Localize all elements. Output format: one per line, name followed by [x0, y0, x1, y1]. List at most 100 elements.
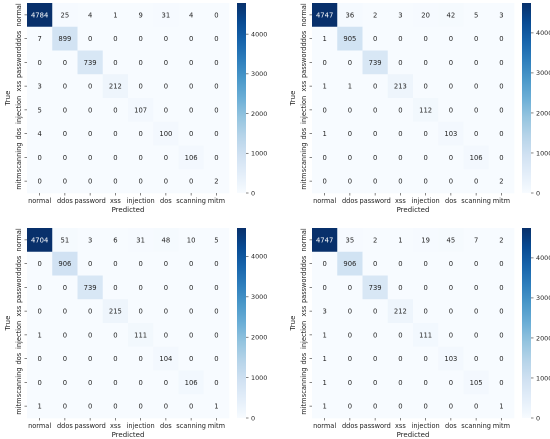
- heatmap-cell: [102, 346, 129, 371]
- heatmap-cell: [337, 370, 363, 395]
- cell-value-label: 0: [499, 260, 503, 268]
- cell-value-label: 0: [423, 35, 427, 43]
- heatmap-cell: [52, 121, 78, 146]
- cell-value-label: 4784: [31, 11, 48, 19]
- heatmap-cell: [178, 275, 205, 300]
- colorbar: [237, 3, 246, 193]
- cell-value-label: 1: [37, 331, 41, 339]
- cell-value-label: 0: [348, 355, 352, 363]
- cell-value-label: 0: [189, 403, 193, 411]
- y-axis-label: True: [4, 316, 12, 332]
- cell-value-label: 20: [421, 11, 430, 19]
- heatmap-cell: [362, 121, 389, 146]
- heatmap-cell: [362, 394, 389, 419]
- cell-value-label: 0: [138, 154, 142, 162]
- cell-value-label: 1: [322, 355, 326, 363]
- heatmap-cell: [413, 145, 439, 170]
- cell-value-label: 2: [499, 178, 503, 186]
- heatmap-cell: [102, 323, 129, 348]
- heatmap-cell: [337, 251, 363, 276]
- cell-value-label: 0: [499, 59, 503, 67]
- heatmap-cell: [463, 98, 490, 123]
- colorbar-tick-label: 4000: [251, 253, 267, 261]
- heatmap-cell: [362, 346, 389, 371]
- y-tick-label: scanning: [300, 143, 308, 173]
- cell-value-label: 0: [113, 403, 117, 411]
- cell-value-label: 7: [37, 35, 41, 43]
- heatmap-cell: [312, 3, 338, 28]
- cell-value-label: 0: [37, 284, 41, 292]
- heatmap-cell: [312, 98, 338, 123]
- y-tick-label: xss: [300, 305, 308, 316]
- x-tick-label: xss: [110, 197, 121, 205]
- cell-value-label: 905: [343, 35, 356, 43]
- cell-value-label: 5: [214, 236, 218, 244]
- cell-value-label: 899: [58, 35, 71, 43]
- heatmap-cell: [413, 98, 439, 123]
- cell-value-label: 0: [189, 35, 193, 43]
- cell-value-label: 0: [88, 260, 92, 268]
- heatmap-cell: [387, 74, 414, 99]
- heatmap-cell: [203, 145, 230, 170]
- cell-value-label: 0: [423, 154, 427, 162]
- heatmap-cell: [312, 251, 338, 276]
- cell-value-label: 5: [474, 11, 478, 19]
- heatmap-cell: [463, 228, 490, 253]
- heatmap-cell: [463, 50, 490, 75]
- heatmap-cell: [203, 50, 230, 75]
- cell-value-label: 2: [499, 236, 503, 244]
- colorbar-tick-label: 0: [536, 414, 540, 422]
- cell-value-label: 0: [189, 130, 193, 138]
- cell-value-label: 3: [88, 236, 92, 244]
- y-tick-label: dos: [300, 352, 308, 364]
- heatmap-cell: [102, 370, 129, 395]
- heatmap-cell: [438, 370, 464, 395]
- heatmap-cell: [312, 121, 338, 146]
- confusion-matrix-4: 4747 35 2 1 19 45 7 2 0 906 0 0 0 0 0 0 0 0 739 0 0 0 0 0 3 0 0 212…: [289, 228, 550, 439]
- heatmap-cell: [27, 145, 53, 170]
- cell-value-label: 0: [88, 178, 92, 186]
- x-tick-label: password: [359, 422, 390, 430]
- cell-value-label: 2: [373, 236, 377, 244]
- heatmap-cell: [488, 3, 515, 28]
- cell-value-label: 105: [470, 379, 483, 387]
- x-tick-label: password: [359, 197, 390, 205]
- heatmap-cell: [52, 370, 78, 395]
- heatmap-cell: [337, 74, 363, 99]
- heatmap-cell: [387, 50, 414, 75]
- heatmap-cell: [102, 169, 129, 194]
- cell-value-label: 0: [423, 403, 427, 411]
- y-tick-label: password: [15, 272, 23, 303]
- heatmap-cell: [102, 3, 129, 28]
- cell-value-label: 0: [189, 260, 193, 268]
- cell-value-label: 0: [37, 59, 41, 67]
- heatmap-cell: [362, 370, 389, 395]
- cell-value-label: 0: [373, 379, 377, 387]
- cell-value-label: 906: [343, 260, 356, 268]
- cell-value-label: 1: [322, 83, 326, 91]
- y-tick-label: injection: [300, 96, 308, 124]
- heatmap-cell: [128, 98, 154, 123]
- cell-value-label: 0: [322, 284, 326, 292]
- x-tick-label: scanning: [176, 197, 206, 205]
- heatmap-cell: [337, 323, 363, 348]
- heatmap-cell: [488, 228, 515, 253]
- cell-value-label: 0: [88, 130, 92, 138]
- cell-value-label: 0: [113, 178, 117, 186]
- heatmap-cell: [153, 3, 179, 28]
- x-tick-label: ddos: [57, 422, 73, 430]
- heatmap-cell: [438, 145, 464, 170]
- cell-value-label: 213: [394, 83, 407, 91]
- cell-value-label: 0: [373, 106, 377, 114]
- heatmap-cell: [27, 346, 53, 371]
- heatmap-cell: [203, 370, 230, 395]
- heatmap-cell: [128, 251, 154, 276]
- y-tick-label: normal: [15, 228, 23, 251]
- heatmap-cell: [178, 346, 205, 371]
- cell-value-label: 0: [373, 331, 377, 339]
- cell-value-label: 107: [134, 106, 147, 114]
- cell-value-label: 0: [373, 308, 377, 316]
- cell-value-label: 0: [214, 154, 218, 162]
- heatmap-cell: [102, 275, 129, 300]
- colorbar-tick-label: 1000: [536, 149, 550, 157]
